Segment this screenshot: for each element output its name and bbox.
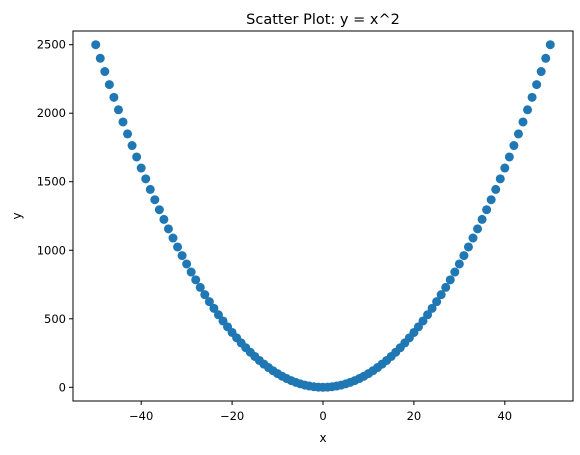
scatter-point <box>182 259 192 269</box>
scatter-point <box>450 267 460 277</box>
y-tick-label: 0 <box>59 380 66 394</box>
x-tick-label: 20 <box>407 409 422 423</box>
scatter-point <box>500 163 510 173</box>
y-tick-label: 2500 <box>37 38 66 52</box>
scatter-point <box>191 275 201 285</box>
scatter-point <box>177 251 187 261</box>
x-tick-label: 0 <box>319 409 326 423</box>
scatter-point <box>168 233 178 243</box>
scatter-point <box>468 233 478 243</box>
scatter-point <box>513 129 523 139</box>
scatter-point <box>486 195 496 205</box>
scatter-point <box>123 129 133 139</box>
scatter-point <box>523 105 533 115</box>
y-axis-label: y <box>10 212 24 219</box>
chart-title: Scatter Plot: y = x^2 <box>246 12 400 28</box>
scatter-point <box>436 290 446 300</box>
scatter-point <box>441 282 451 292</box>
scatter-point <box>482 205 492 215</box>
scatter-point <box>459 251 469 261</box>
scatter-point <box>545 40 555 50</box>
scatter-point <box>536 67 546 77</box>
scatter-point <box>527 92 537 102</box>
scatter-point <box>91 40 101 50</box>
x-tick-label: −40 <box>129 409 153 423</box>
scatter-point <box>454 259 464 269</box>
scatter-point <box>154 205 164 215</box>
scatter-point <box>204 297 214 307</box>
y-tick-label: 500 <box>44 312 66 326</box>
scatter-point <box>150 195 160 205</box>
scatter-point <box>518 117 528 127</box>
scatter-point <box>118 117 128 127</box>
scatter-point <box>463 242 473 252</box>
scatter-point <box>200 290 210 300</box>
y-tick-label: 1500 <box>37 175 66 189</box>
scatter-point <box>423 310 433 320</box>
scatter-point <box>104 80 114 90</box>
scatter-point <box>159 214 169 224</box>
x-axis-label: x <box>319 431 326 445</box>
scatter-point <box>113 105 123 115</box>
scatter-point <box>163 224 173 234</box>
scatter-point <box>100 67 110 77</box>
scatter-point <box>95 53 105 63</box>
scatter-point <box>432 297 442 307</box>
scatter-point <box>473 224 483 234</box>
y-tick-label: 1000 <box>37 243 66 257</box>
scatter-point <box>427 303 437 313</box>
scatter-point <box>495 174 505 184</box>
scatter-point <box>491 184 501 194</box>
scatter-point <box>173 242 183 252</box>
scatter-point <box>209 303 219 313</box>
scatter-point <box>127 141 137 151</box>
data-points <box>91 40 555 392</box>
scatter-point <box>418 316 428 326</box>
y-axis: 0 500 1000 1500 2000 2500 <box>37 38 73 394</box>
scatter-point <box>532 80 542 90</box>
scatter-point <box>541 53 551 63</box>
scatter-point <box>213 310 223 320</box>
scatter-point <box>145 184 155 194</box>
scatter-point <box>445 275 455 285</box>
scatter-point <box>477 214 487 224</box>
x-axis: −40 −20 0 20 40 <box>129 401 512 423</box>
x-tick-label: 40 <box>497 409 512 423</box>
scatter-point <box>195 282 205 292</box>
x-tick-label: −20 <box>220 409 244 423</box>
scatter-point <box>136 163 146 173</box>
y-tick-label: 2000 <box>37 106 66 120</box>
scatter-point <box>186 267 196 277</box>
scatter-point <box>141 174 151 184</box>
scatter-point <box>109 92 119 102</box>
scatter-point <box>504 152 514 162</box>
scatter-point <box>132 152 142 162</box>
plot-frame <box>72 30 574 402</box>
scatter-point <box>509 141 519 151</box>
